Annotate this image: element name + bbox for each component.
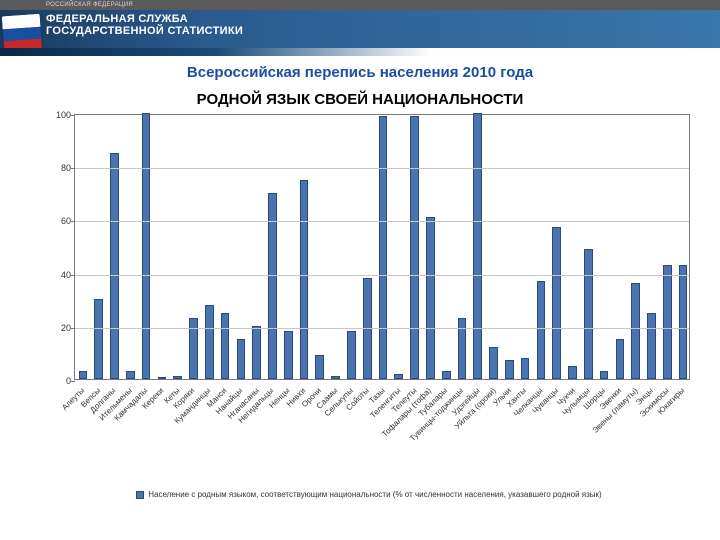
bar <box>410 116 419 379</box>
bar <box>331 376 340 379</box>
bar <box>442 371 451 379</box>
bar <box>537 281 546 379</box>
bar <box>252 326 261 379</box>
bar <box>394 374 403 379</box>
bar <box>347 331 356 379</box>
bar <box>315 355 324 379</box>
ytick-label: 60 <box>49 216 71 226</box>
page-header: РОССИЙСКАЯ ФЕДЕРАЦИЯ ФЕДЕРАЛЬНАЯ СЛУЖБА … <box>0 0 720 48</box>
bar <box>473 113 482 379</box>
bar <box>110 153 119 379</box>
bar <box>237 339 246 379</box>
ytick-label: 40 <box>49 270 71 280</box>
agency-line1: ФЕДЕРАЛЬНАЯ СЛУЖБА <box>46 13 720 25</box>
bar <box>616 339 625 379</box>
legend-swatch <box>136 491 144 499</box>
bar <box>631 283 640 379</box>
bar <box>94 299 103 379</box>
grid-line <box>75 221 689 222</box>
bars-container <box>75 115 689 379</box>
ytick-mark <box>71 221 75 222</box>
bar-chart: 020406080100 Население с родным языком, … <box>44 114 694 484</box>
bar <box>679 265 688 379</box>
bar <box>647 313 656 380</box>
grid-line <box>75 168 689 169</box>
bar <box>173 376 182 379</box>
ytick-mark <box>71 168 75 169</box>
grid-line <box>75 275 689 276</box>
bar <box>300 180 309 380</box>
chart-supertitle: Всероссийская перепись населения 2010 го… <box>0 64 720 81</box>
bar <box>505 360 514 379</box>
bar <box>663 265 672 379</box>
ytick-label: 100 <box>49 110 71 120</box>
bar <box>158 377 167 379</box>
plot-area: 020406080100 <box>74 114 690 380</box>
bar <box>221 313 230 380</box>
header-ribbon <box>0 48 720 56</box>
ytick-mark <box>71 275 75 276</box>
bar <box>521 358 530 379</box>
bar <box>379 116 388 379</box>
bar <box>584 249 593 379</box>
bar <box>426 217 435 379</box>
header-country: РОССИЙСКАЯ ФЕДЕРАЦИЯ <box>0 0 720 10</box>
bar <box>489 347 498 379</box>
bar <box>142 113 151 379</box>
ytick-mark <box>71 328 75 329</box>
agency-line2: ГОСУДАРСТВЕННОЙ СТАТИСТИКИ <box>46 25 720 37</box>
bar <box>284 331 293 379</box>
header-agency: ФЕДЕРАЛЬНАЯ СЛУЖБА ГОСУДАРСТВЕННОЙ СТАТИ… <box>0 10 720 48</box>
ytick-label: 20 <box>49 323 71 333</box>
bar <box>205 305 214 379</box>
ytick-mark <box>71 115 75 116</box>
ytick-mark <box>71 381 75 382</box>
chart-title: РОДНОЙ ЯЗЫК СВОЕЙ НАЦИОНАЛЬНОСТИ <box>0 91 720 108</box>
bar <box>568 366 577 379</box>
bar <box>600 371 609 379</box>
bar <box>126 371 135 379</box>
legend-text: Население с родным языком, соответствующ… <box>148 490 601 499</box>
bar <box>552 227 561 379</box>
grid-line <box>75 328 689 329</box>
ytick-label: 0 <box>49 376 71 386</box>
ytick-label: 80 <box>49 163 71 173</box>
bar <box>79 371 88 379</box>
chart-legend: Население с родным языком, соответствующ… <box>44 490 694 499</box>
